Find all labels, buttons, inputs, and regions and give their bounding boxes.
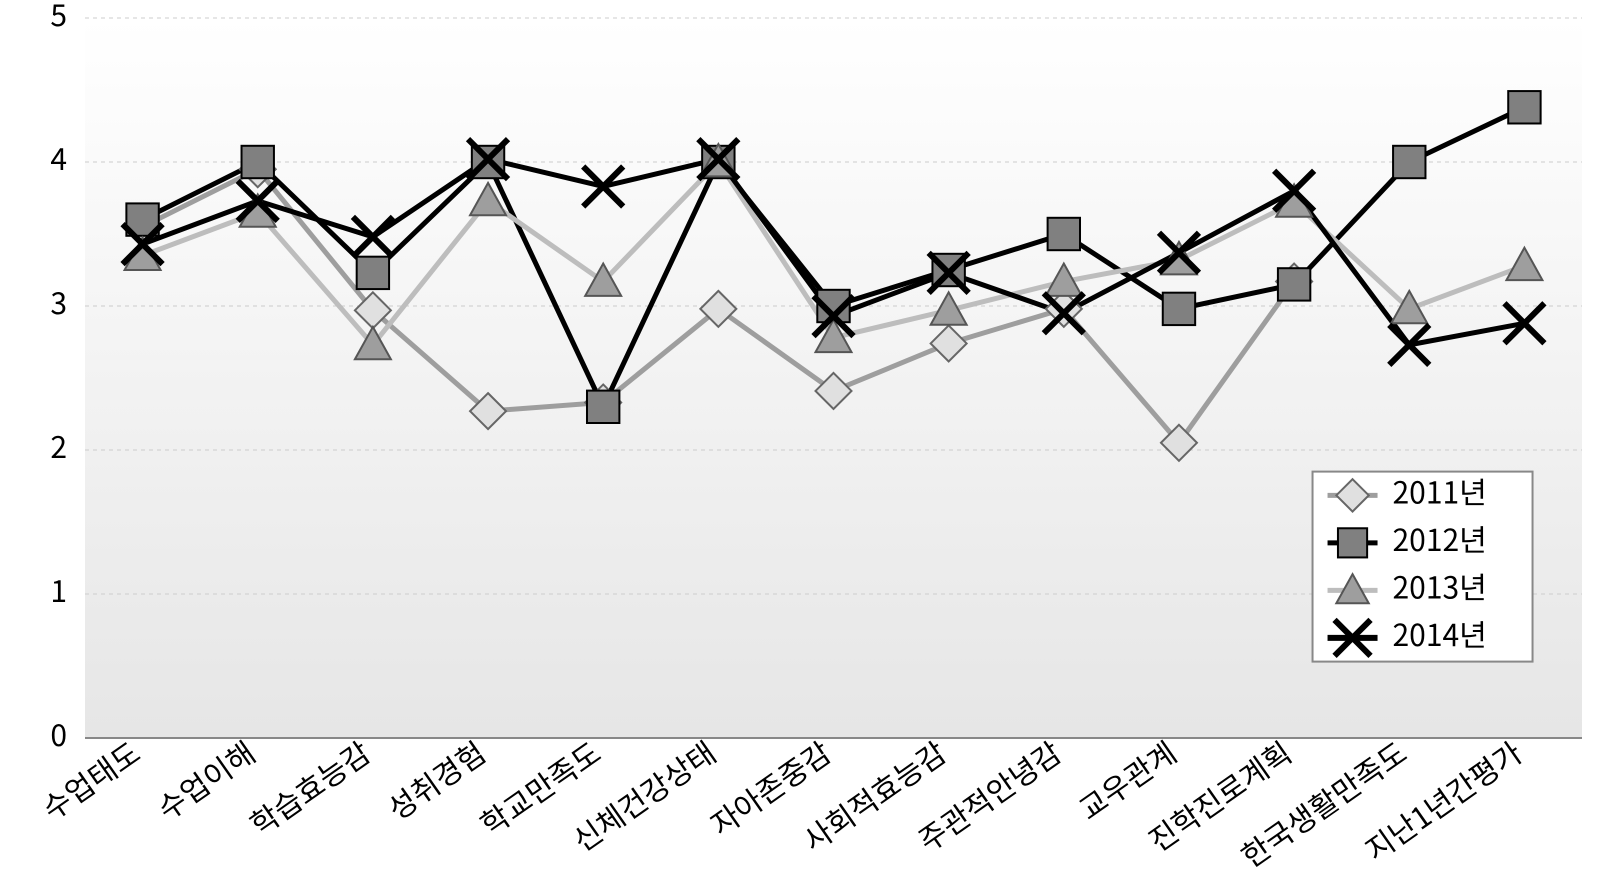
- marker-square-icon: [1163, 293, 1195, 325]
- marker-square-icon: [1393, 146, 1425, 178]
- line-chart: 012345수업태도수업이해학습효능감성취경험학교만족도신체건강상태자아존중감사…: [0, 0, 1606, 886]
- marker-square-icon: [1338, 528, 1367, 557]
- legend-label: 2011년: [1393, 468, 1487, 512]
- y-tick-label: 0: [50, 711, 67, 755]
- marker-square-icon: [357, 257, 389, 289]
- x-tick-label: 학습효능감: [240, 729, 378, 844]
- chart-svg: 012345수업태도수업이해학습효능감성취경험학교만족도신체건강상태자아존중감사…: [0, 0, 1606, 886]
- marker-square-icon: [1278, 268, 1310, 300]
- marker-square-icon: [242, 146, 274, 178]
- y-tick-label: 5: [50, 0, 67, 35]
- y-tick-label: 4: [50, 135, 67, 179]
- marker-square-icon: [1508, 91, 1540, 123]
- legend-label: 2014년: [1393, 611, 1487, 655]
- y-tick-label: 1: [50, 567, 67, 611]
- y-tick-label: 3: [50, 279, 67, 323]
- legend-label: 2013년: [1393, 563, 1487, 607]
- marker-square-icon: [1048, 218, 1080, 250]
- legend-label: 2012년: [1393, 516, 1487, 560]
- legend: 2011년2012년2013년2014년: [1313, 468, 1533, 661]
- marker-square-icon: [587, 391, 619, 423]
- y-tick-label: 2: [50, 423, 67, 467]
